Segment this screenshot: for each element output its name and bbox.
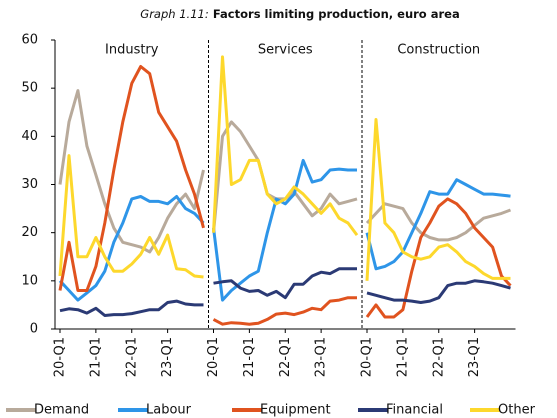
series-line (59, 299, 204, 317)
y-tick-label: 50 (21, 81, 38, 96)
series-line (212, 296, 357, 326)
panel-title: Construction (397, 43, 480, 58)
x-tick-label: 20-Q1 (206, 337, 221, 377)
x-tick-label: 20-Q1 (53, 337, 68, 377)
series-line (58, 154, 204, 279)
y-tick-label: 30 (21, 177, 38, 192)
x-tick-label: 23-Q1 (314, 337, 329, 377)
series-line (58, 195, 205, 302)
panel-title: Industry (105, 43, 159, 58)
x-tick-label: 20-Q1 (360, 337, 375, 377)
x-tick-label: 21-Q1 (395, 337, 410, 377)
series-line (58, 65, 205, 292)
x-tick-label: 23-Q1 (160, 337, 175, 377)
legend-label: Other (498, 403, 536, 418)
x-tick-label: 23-Q1 (467, 337, 482, 377)
series-line (365, 178, 511, 271)
y-tick-label: 40 (21, 129, 38, 144)
x-tick-label: 22-Q1 (431, 337, 446, 377)
legend-label: Labour (146, 403, 192, 418)
chart-title: Graph 1.11: Factors limiting production,… (140, 7, 459, 22)
series-line (365, 197, 512, 319)
series-line (58, 89, 205, 254)
y-tick-label: 20 (21, 225, 38, 240)
series-line (365, 118, 511, 281)
x-tick-label: 21-Q1 (88, 337, 103, 377)
legend-label: Financial (386, 403, 443, 418)
series-line (212, 55, 359, 236)
title-main: Factors limiting production, euro area (213, 7, 460, 21)
legend-label: Demand (34, 403, 89, 418)
x-tick-label: 22-Q1 (124, 337, 139, 377)
series-line (213, 267, 357, 300)
y-tick-label: 10 (21, 273, 38, 288)
x-tick-label: 22-Q1 (278, 337, 293, 377)
title-prefix: Graph 1.11: (140, 7, 208, 21)
series-line (365, 202, 512, 242)
panel-title: Services (258, 43, 313, 58)
legend-label: Equipment (260, 403, 331, 418)
y-tick-label: 0 (30, 322, 38, 337)
series-line (366, 279, 511, 304)
x-tick-label: 21-Q1 (242, 337, 257, 377)
y-tick-label: 60 (21, 33, 38, 48)
series-line (212, 120, 358, 233)
